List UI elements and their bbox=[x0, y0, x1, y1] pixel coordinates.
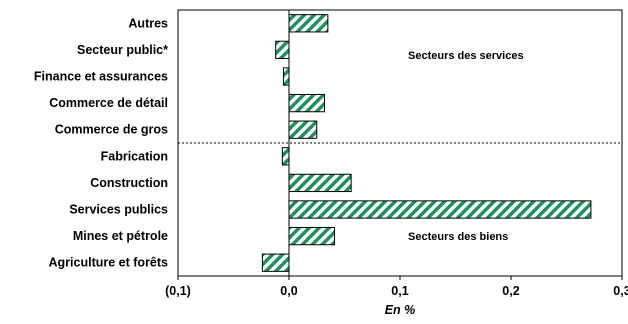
bar bbox=[288, 120, 318, 139]
category-label: Finance et assurances bbox=[34, 70, 168, 84]
x-tick-label: 0,3 bbox=[613, 284, 628, 298]
bar bbox=[282, 67, 290, 86]
bar bbox=[288, 93, 326, 113]
category-label: Fabrication bbox=[101, 149, 168, 163]
x-axis-title: En % bbox=[385, 303, 416, 317]
category-label: Mines et pétrole bbox=[73, 229, 168, 243]
category-label: Commerce de gros bbox=[55, 123, 168, 137]
bar bbox=[281, 147, 290, 166]
category-label: Services publics bbox=[69, 203, 168, 217]
category-label: Construction bbox=[90, 176, 168, 190]
bar bbox=[288, 200, 592, 219]
category-labels: Autres Secteur public* Finance et assuranc… bbox=[34, 16, 168, 269]
annotation-goods-sector: Secteurs des biens bbox=[408, 231, 508, 243]
x-tick-label: 0,1 bbox=[391, 284, 408, 298]
bar bbox=[261, 253, 290, 272]
category-label: Agriculture et forêts bbox=[49, 256, 169, 270]
category-label: Autres bbox=[128, 16, 168, 30]
x-axis-ticks: (0,1) 0,0 0,1 0,2 0,3 bbox=[165, 276, 628, 298]
bar bbox=[288, 173, 352, 193]
x-tick-label: (0,1) bbox=[165, 284, 191, 298]
bar bbox=[288, 14, 329, 33]
category-label: Commerce de détail bbox=[49, 96, 168, 110]
x-tick-label: 0,0 bbox=[280, 284, 297, 298]
bars bbox=[261, 14, 592, 272]
category-label: Secteur public* bbox=[77, 43, 168, 57]
bar bbox=[288, 226, 336, 246]
x-tick-label: 0,2 bbox=[502, 284, 519, 298]
annotation-services-sector: Secteurs des services bbox=[408, 50, 524, 62]
bar bbox=[275, 40, 290, 60]
